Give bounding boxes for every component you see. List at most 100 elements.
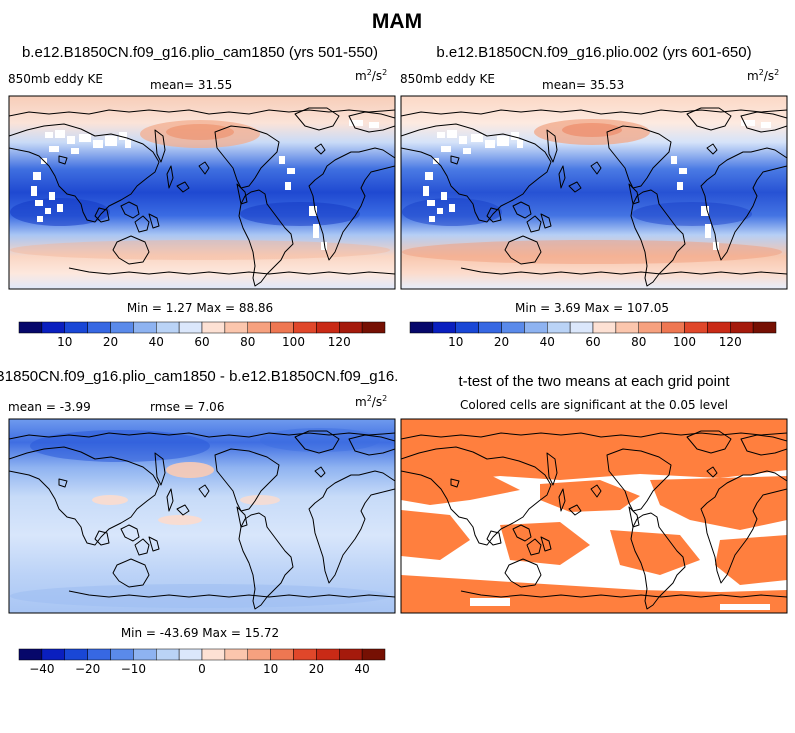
colorbar-tick-label: 80 <box>631 335 646 349</box>
colorbar-box <box>478 321 502 334</box>
panel-4: t-test of the two means at each grid poi… <box>400 373 788 614</box>
colorbar-box <box>569 321 594 334</box>
colorbar-box <box>592 321 617 334</box>
colorbar-box <box>224 648 248 661</box>
panel-subtitle: Colored cells are significant at the 0.0… <box>460 398 728 412</box>
colorbar-tick-label: 120 <box>328 335 351 349</box>
colorbar-box <box>339 648 363 661</box>
colorbar-box <box>455 321 479 334</box>
colorbar-tick-label: −10 <box>121 662 146 676</box>
colorbar-box <box>270 648 294 661</box>
panel-title: t-test of the two means at each grid poi… <box>459 373 731 390</box>
colorbar-box <box>339 321 363 334</box>
colorbar-box <box>316 321 340 334</box>
colorbar-box <box>316 648 340 661</box>
colorbar-tick-label: 20 <box>103 335 118 349</box>
panel-title: b.e12.B1850CN.f09_g16.plio.002 (yrs 601-… <box>436 44 751 61</box>
min-max-label: Min = -43.69 Max = 15.72 <box>121 626 279 640</box>
colorbar-box <box>615 321 639 334</box>
colorbar-box <box>432 321 456 334</box>
min-max-label: Min = 1.27 Max = 88.86 <box>127 301 273 315</box>
colorbar-tick-label: 10 <box>263 662 278 676</box>
figure-title: MAM <box>372 10 422 33</box>
colorbar-box <box>409 321 434 334</box>
panel-1: b.e12.B1850CN.f09_g16.plio_cam1850 (yrs … <box>8 44 396 349</box>
colorbar-box <box>730 321 754 334</box>
colorbar-box <box>156 321 180 334</box>
colorbar-box <box>18 321 43 334</box>
colorbar-box <box>178 648 203 661</box>
map-field <box>9 419 395 613</box>
colorbar-tick-label: 60 <box>585 335 600 349</box>
colorbar-box <box>684 321 708 334</box>
panel-title-clip: b.e12.B1850CN.f09_g16.plio_cam1850 - b.e… <box>0 368 451 385</box>
colorbar-box <box>361 321 386 334</box>
colorbar-box <box>270 321 294 334</box>
colorbar-box <box>501 321 525 334</box>
mean-label: mean= 35.53 <box>542 78 624 92</box>
colorbar-tick-label: 80 <box>240 335 255 349</box>
colorbar-box <box>87 321 111 334</box>
colorbar-box <box>178 321 203 334</box>
colorbar-box <box>156 648 180 661</box>
map-field <box>9 96 395 289</box>
colorbar-tick-label: 20 <box>309 662 324 676</box>
units-label: m2/s2 <box>355 394 387 409</box>
colorbar-tick-label: 40 <box>149 335 164 349</box>
colorbar-tick-label: −20 <box>75 662 100 676</box>
rmse-label: rmse = 7.06 <box>150 400 224 414</box>
colorbar-box <box>18 648 43 661</box>
panel-3: b.e12.B1850CN.f09_g16.plio_cam1850 - b.e… <box>0 368 451 676</box>
colorbar-tick-label: 40 <box>354 662 369 676</box>
colorbar: 10 20 40 60 80 100 120 <box>409 321 777 349</box>
colorbar-tick-label: 10 <box>57 335 72 349</box>
colorbar-box <box>110 321 134 334</box>
colorbar-box <box>201 321 226 334</box>
colorbar-box <box>87 648 111 661</box>
colorbar-box <box>247 321 271 334</box>
colorbar-box <box>110 648 134 661</box>
colorbar-tick-label: 0 <box>198 662 206 676</box>
colorbar-box <box>638 321 662 334</box>
colorbar-box <box>661 321 685 334</box>
colorbar-box <box>64 321 88 334</box>
colorbar-box <box>293 321 317 334</box>
colorbar-box <box>201 648 226 661</box>
colorbar: 10 20 40 60 80 100 120 <box>18 321 386 349</box>
colorbar-tick-label: 10 <box>448 335 463 349</box>
colorbar-box <box>41 321 65 334</box>
colorbar-tick-label: −40 <box>29 662 54 676</box>
map-field <box>401 96 787 289</box>
colorbar-tick-label: 100 <box>282 335 305 349</box>
left-label: 850mb eddy KE <box>400 72 495 86</box>
colorbar-box <box>247 648 271 661</box>
mean-label: mean= 31.55 <box>150 78 232 92</box>
panel-title: b.e12.B1850CN.f09_g16.plio_cam1850 - b.e… <box>0 368 451 385</box>
map-field <box>401 419 787 613</box>
colorbar-box <box>547 321 571 334</box>
colorbar-tick-label: 60 <box>194 335 209 349</box>
units-label: m2/s2 <box>747 68 779 83</box>
map-frame <box>8 95 396 290</box>
units-label: m2/s2 <box>355 68 387 83</box>
colorbar-box <box>64 648 88 661</box>
panel-2: b.e12.B1850CN.f09_g16.plio.002 (yrs 601-… <box>400 44 788 349</box>
colorbar-box <box>224 321 248 334</box>
colorbar: −40 −20 −10 0 10 20 40 <box>18 648 386 676</box>
colorbar-box <box>361 648 386 661</box>
colorbar-tick-label: 100 <box>673 335 696 349</box>
panel-title: b.e12.B1850CN.f09_g16.plio_cam1850 (yrs … <box>22 44 378 61</box>
colorbar-box <box>133 648 157 661</box>
colorbar-box <box>133 321 157 334</box>
map-frame <box>400 95 788 290</box>
colorbar-tick-label: 20 <box>494 335 509 349</box>
colorbar-tick-label: 40 <box>540 335 555 349</box>
colorbar-box <box>707 321 731 334</box>
colorbar-box <box>293 648 317 661</box>
map-frame <box>400 418 788 614</box>
colorbar-box <box>524 321 548 334</box>
colorbar-box <box>41 648 65 661</box>
mean-label: mean = -3.99 <box>8 400 91 414</box>
colorbar-box <box>752 321 777 334</box>
